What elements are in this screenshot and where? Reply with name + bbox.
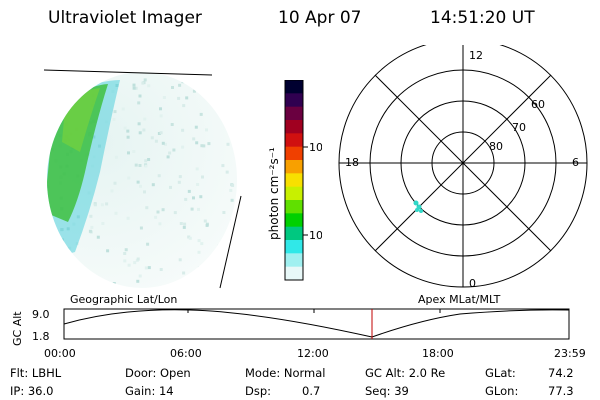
colorbar-band (285, 146, 303, 161)
colorbar-band (285, 173, 303, 188)
door-info: Door: Open (125, 366, 191, 380)
geographic-title: Geographic Lat/Lon (70, 293, 178, 306)
polar-plot: 12 18 6 0 60 70 80 (338, 45, 588, 290)
timeline-y-min: 1.8 (32, 330, 50, 343)
colorbar-band (285, 133, 303, 148)
glon-label: GLon: (485, 384, 519, 398)
colorbar-band (285, 93, 303, 108)
colorbar-band (285, 80, 303, 94)
dsp-label: Dsp: (245, 384, 272, 398)
glat-label: GLat: (485, 366, 516, 380)
time-label-0000: 00:00 (44, 347, 76, 360)
auroral-image (43, 69, 242, 289)
colorbar-band (285, 106, 303, 121)
lat-label-70: 70 (512, 121, 526, 134)
colorbar-band (285, 240, 303, 254)
colorbar-band (285, 200, 303, 214)
mlt-label-0: 0 (469, 277, 476, 290)
colorbar-scale (285, 80, 303, 281)
timeline-frame (63, 308, 570, 340)
colorbar-band (285, 160, 303, 174)
colorbar-band (285, 186, 303, 201)
colorbar-band (285, 266, 303, 281)
mlt-label-12: 12 (469, 49, 483, 62)
filter-info: Flt: LBHL (10, 366, 62, 380)
lat-label-60: 60 (531, 98, 545, 111)
glat-value: 74.2 (548, 366, 574, 380)
dsp-value: 0.7 (302, 384, 321, 398)
mode-info: Mode: Normal (245, 366, 326, 380)
timeline-y-max: 9.0 (32, 308, 50, 321)
time-label-0600: 06:00 (170, 347, 202, 360)
altitude-curve (63, 309, 570, 338)
colorbar-band (285, 253, 303, 268)
colorbar-label: photon cm⁻²s⁻¹ (267, 147, 281, 240)
ip-info: IP: 36.0 (10, 384, 54, 398)
mlt-label-18: 18 (345, 156, 359, 169)
timeline-axis-label: GC Alt (11, 311, 24, 346)
instrument-title: Ultraviolet Imager (48, 8, 202, 28)
lat-label-80: 80 (489, 140, 503, 153)
altitude-timeline: GC Alt 9.0 1.8 (11, 308, 570, 346)
colorbar: 100 10 photon cm⁻²s⁻¹ (267, 80, 322, 281)
seq-info: Seq: 39 (365, 384, 409, 398)
horizon-line (43, 69, 213, 76)
observation-date: 10 Apr 07 (278, 8, 362, 28)
glon-value: 77.3 (548, 384, 574, 398)
colorbar-band (285, 226, 303, 241)
colorbar-band (285, 213, 303, 228)
gain-info: Gain: 14 (125, 384, 174, 398)
colorbar-tick-10: 10 (309, 229, 322, 242)
time-label-1200: 12:00 (297, 347, 329, 360)
mlt-label-6: 6 (572, 156, 579, 169)
terminator-line (219, 195, 242, 289)
colorbar-tick-100: 100 (309, 141, 322, 154)
polar-diagonal-2 (374, 74, 552, 252)
colorbar-band (285, 120, 303, 134)
observation-time: 14:51:20 UT (430, 8, 535, 28)
time-label-1800: 18:00 (422, 347, 454, 360)
time-label-2359: 23:59 (554, 347, 586, 360)
gcalt-info: GC Alt: 2.0 Re (365, 366, 446, 380)
apex-title: Apex MLat/MLT (418, 293, 501, 306)
